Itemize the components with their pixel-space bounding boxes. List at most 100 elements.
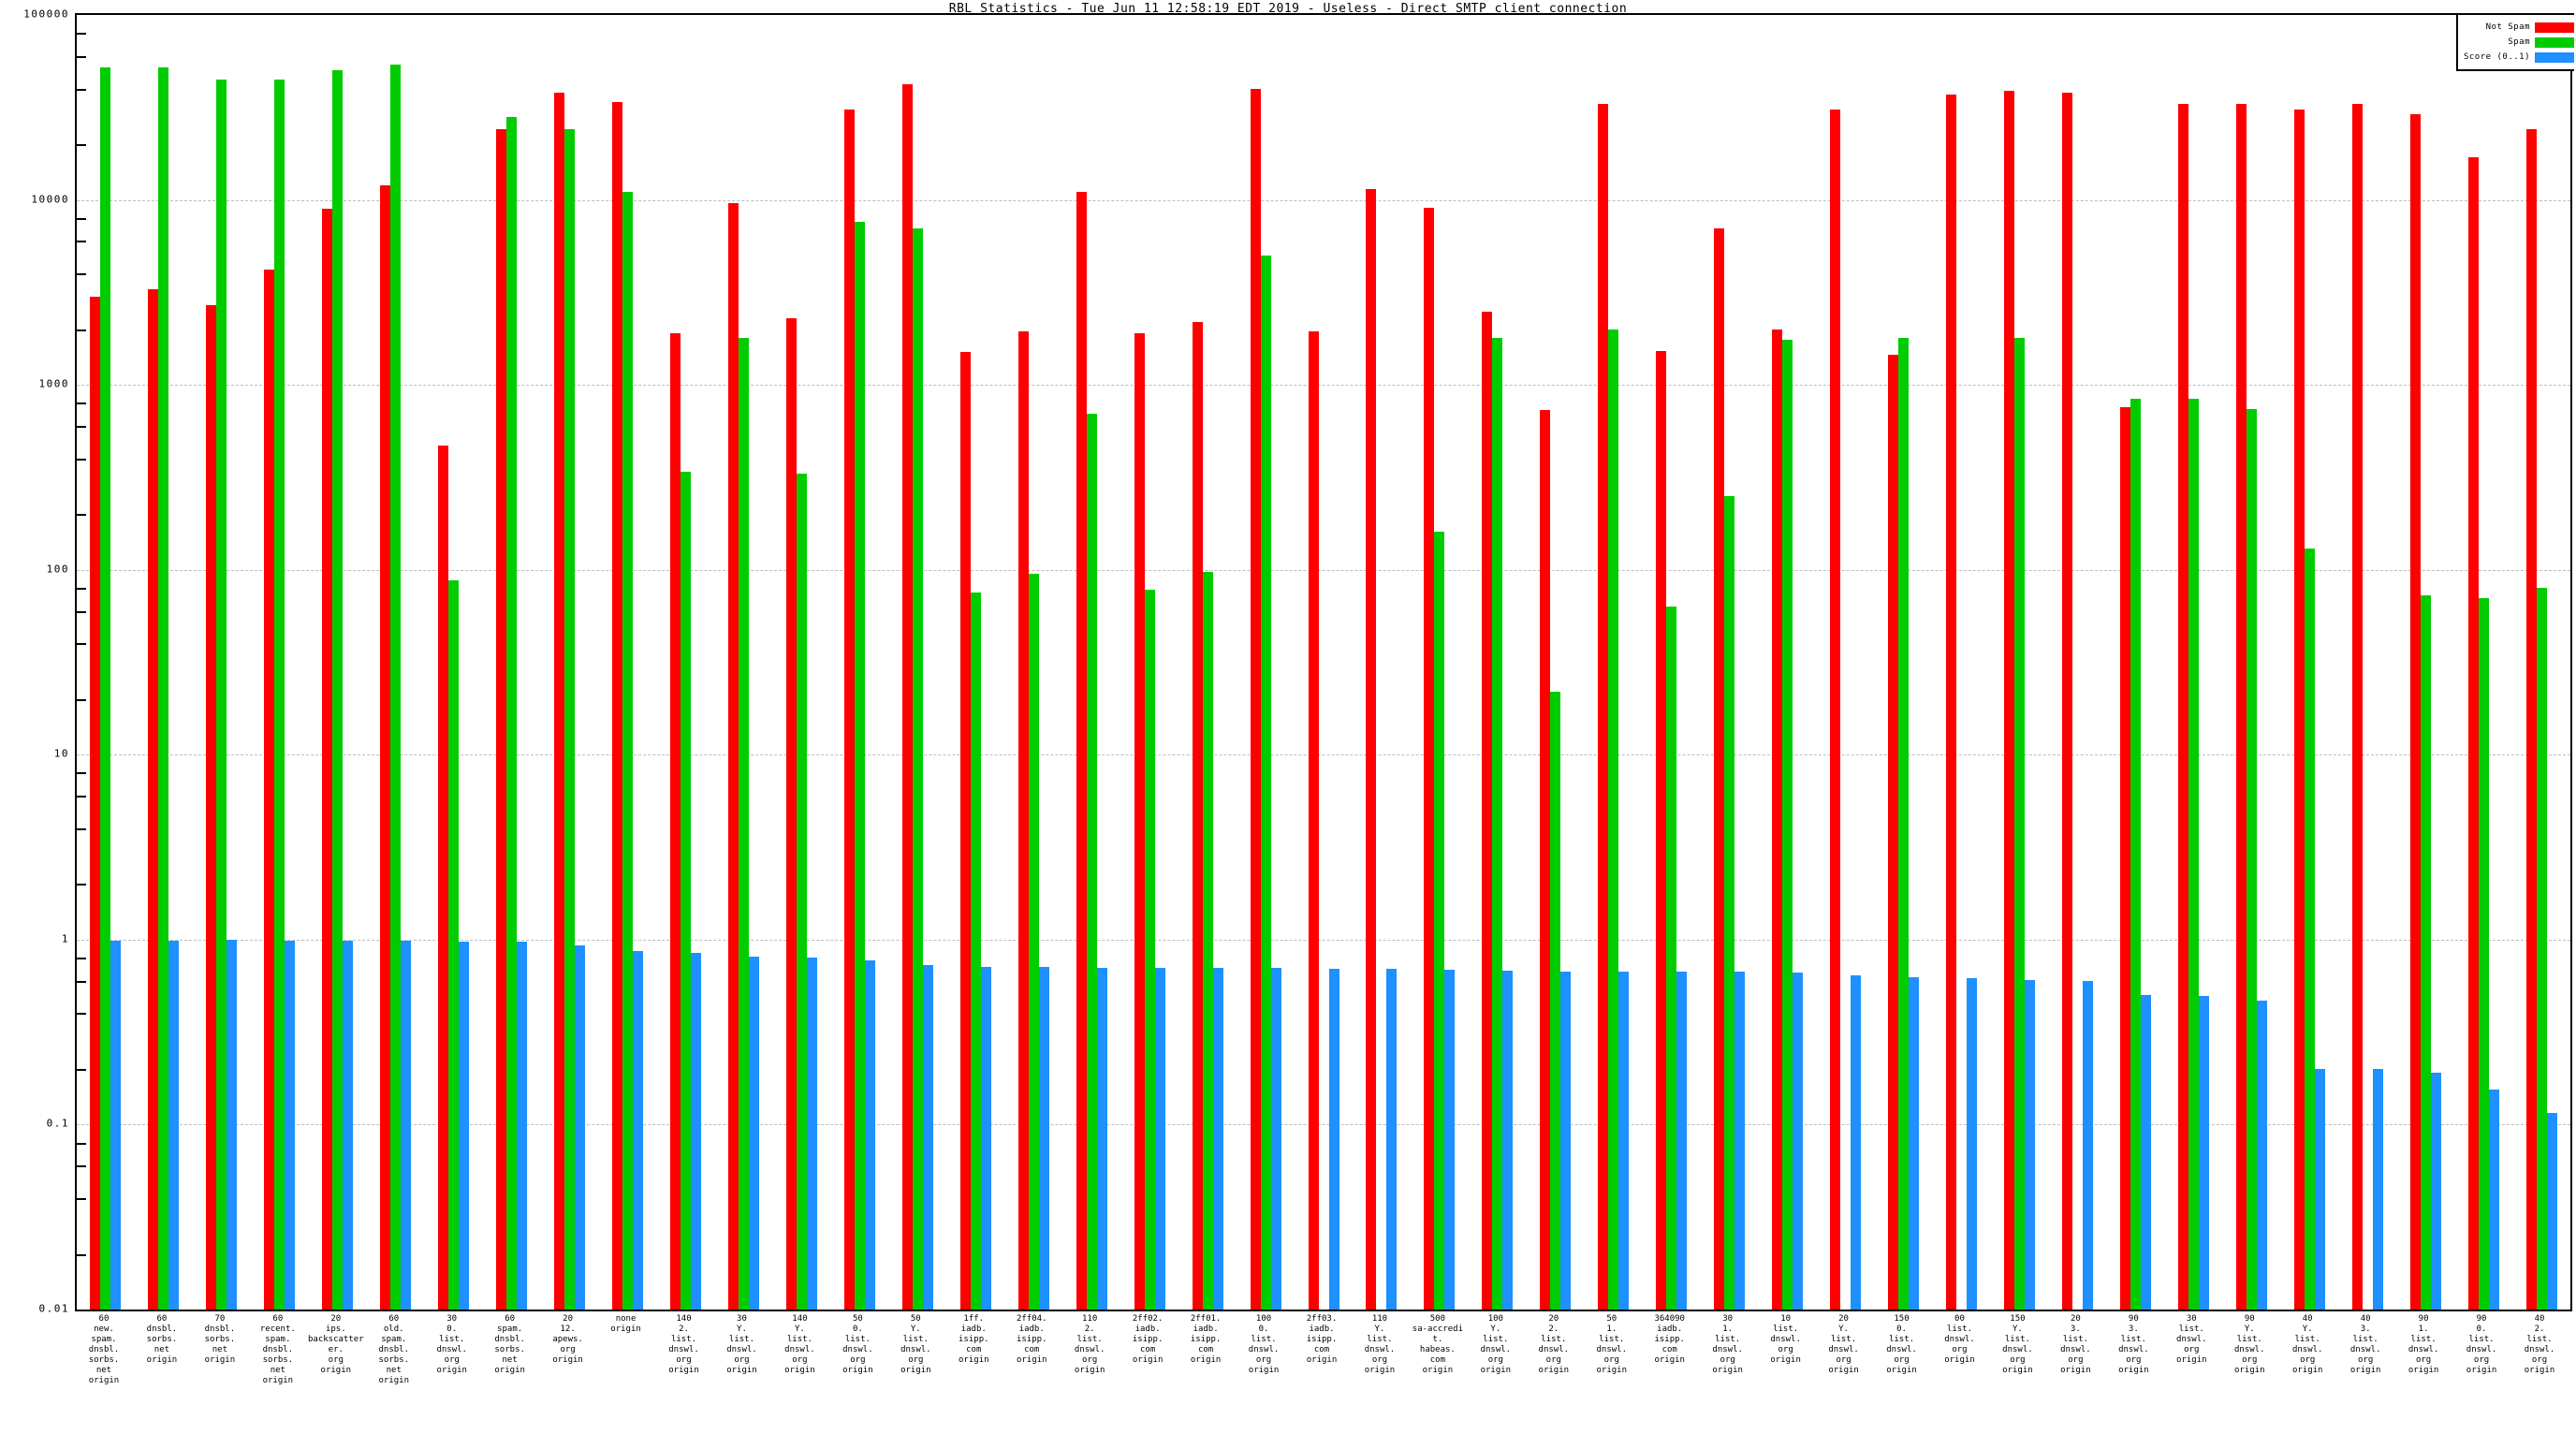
bar-spam — [216, 79, 227, 1310]
bar-spam — [332, 70, 344, 1310]
bar-score — [922, 964, 933, 1310]
bar-not-spam — [1017, 330, 1029, 1310]
bar-score — [2314, 1068, 2325, 1310]
bar-not-spam — [901, 84, 913, 1310]
bar-score — [806, 958, 817, 1310]
bar-not-spam — [1888, 355, 1899, 1310]
y-tick-label: 1000 — [38, 377, 69, 390]
bar-spam — [970, 593, 981, 1310]
bar-not-spam — [2177, 104, 2188, 1310]
bar-spam — [274, 79, 285, 1310]
bar-spam — [158, 67, 169, 1310]
bar-spam — [1724, 496, 1735, 1310]
bar-spam — [1434, 532, 1445, 1310]
bar-spam — [1260, 256, 1271, 1310]
x-tick-label: 90 1. list. dnswl. org origin — [2408, 1314, 2439, 1375]
legend-item: Not Spam — [2464, 21, 2574, 34]
y-tick-label: 100000 — [23, 7, 69, 21]
bar-not-spam — [959, 352, 971, 1310]
y-minor-tick — [77, 610, 86, 613]
x-tick-label: 50 0. list. dnswl. org origin — [842, 1314, 873, 1375]
bar-spam — [2304, 549, 2315, 1310]
bar-score — [1502, 970, 1514, 1310]
y-minor-tick — [77, 980, 86, 983]
y-minor-tick — [77, 1142, 86, 1145]
bar-score — [1038, 966, 1049, 1310]
bar-score — [2430, 1073, 2441, 1310]
bar-not-spam — [2525, 129, 2537, 1310]
bar-score — [864, 960, 875, 1310]
x-tick-label: 30 1. list. dnswl. org origin — [1712, 1314, 1743, 1375]
bar-score — [110, 940, 122, 1310]
y-minor-tick — [77, 241, 86, 243]
bar-spam — [681, 471, 691, 1310]
legend-swatch — [2535, 22, 2574, 33]
bar-not-spam — [148, 288, 159, 1310]
x-tick-label: 2ff01. iadb. isipp. com origin — [1190, 1314, 1222, 1365]
y-minor-tick — [77, 55, 86, 58]
bar-score — [1618, 971, 1630, 1310]
bar-not-spam — [264, 270, 275, 1310]
bar-spam — [1028, 574, 1039, 1310]
y-minor-tick — [77, 33, 86, 36]
bar-spam — [1144, 590, 1155, 1310]
y-minor-tick — [77, 88, 86, 91]
bar-spam — [1202, 572, 1213, 1310]
bar-score — [1444, 969, 1456, 1310]
x-tick-label: 60 old. spam. dnsbl. sorbs. net origin — [378, 1314, 409, 1385]
y-minor-tick — [77, 458, 86, 461]
bar-not-spam — [1482, 311, 1493, 1310]
x-tick-label: 90 3. list. dnswl. org origin — [2118, 1314, 2149, 1375]
bar-not-spam — [1134, 333, 1145, 1310]
bar-not-spam — [1250, 88, 1261, 1310]
y-minor-tick — [77, 643, 86, 646]
bar-not-spam — [843, 109, 855, 1310]
plot-inner — [77, 15, 2570, 1310]
bar-spam — [1666, 607, 1677, 1310]
bar-score — [1270, 968, 1281, 1310]
bar-not-spam — [1366, 188, 1377, 1310]
bar-score — [748, 956, 759, 1310]
x-axis-tick-labels: 60 new. spam. dnsbl. sorbs. net origin 60… — [75, 1314, 2572, 1449]
bar-spam — [1550, 691, 1561, 1310]
grid-line — [77, 385, 2570, 387]
bar-score — [459, 942, 470, 1310]
bar-not-spam — [612, 101, 623, 1310]
y-tick-label: 1 — [61, 932, 69, 945]
y-minor-tick — [77, 402, 86, 405]
y-minor-tick — [77, 425, 86, 428]
bar-not-spam — [438, 445, 449, 1310]
x-tick-label: 50 1. list. dnswl. org origin — [1596, 1314, 1628, 1375]
y-minor-tick — [77, 1253, 86, 1256]
bar-spam — [854, 222, 865, 1310]
bar-score — [1212, 967, 1223, 1310]
bar-not-spam — [206, 304, 217, 1310]
legend-label: Not Spam — [2485, 22, 2530, 32]
bar-score — [980, 967, 991, 1310]
y-minor-tick — [77, 698, 86, 701]
x-tick-label: 100 Y. list. dnswl. org origin — [1480, 1314, 1512, 1375]
bar-spam — [100, 67, 111, 1310]
bar-not-spam — [1714, 228, 1725, 1310]
y-minor-tick — [77, 587, 86, 590]
bar-not-spam — [496, 129, 507, 1310]
x-tick-label: 70 dnsbl. sorbs. net origin — [204, 1314, 236, 1365]
bar-not-spam — [2293, 109, 2305, 1310]
chart-title: RBL Statistics - Tue Jun 11 12:58:19 EDT… — [948, 2, 1628, 16]
x-tick-label: 60 dnsbl. sorbs. net origin — [146, 1314, 178, 1365]
bar-spam — [506, 117, 518, 1310]
x-tick-label: 110 Y. list. dnswl. org origin — [1364, 1314, 1396, 1375]
y-minor-tick — [77, 958, 86, 959]
bar-spam — [738, 337, 749, 1310]
legend-label: Score (0..1) — [2463, 52, 2530, 62]
x-tick-label: 20 Y. list. dnswl. org origin — [1828, 1314, 1859, 1375]
bar-score — [2140, 995, 2151, 1310]
x-tick-label: 20 2. list. dnswl. org origin — [1538, 1314, 1570, 1375]
bar-score — [633, 950, 644, 1310]
bar-not-spam — [1598, 104, 1609, 1310]
grid-line — [77, 1124, 2570, 1126]
bar-score — [2372, 1068, 2383, 1310]
x-tick-label: 40 2. list. dnswl. org origin — [2524, 1314, 2555, 1375]
bar-score — [1386, 969, 1398, 1310]
bar-score — [1734, 972, 1746, 1310]
